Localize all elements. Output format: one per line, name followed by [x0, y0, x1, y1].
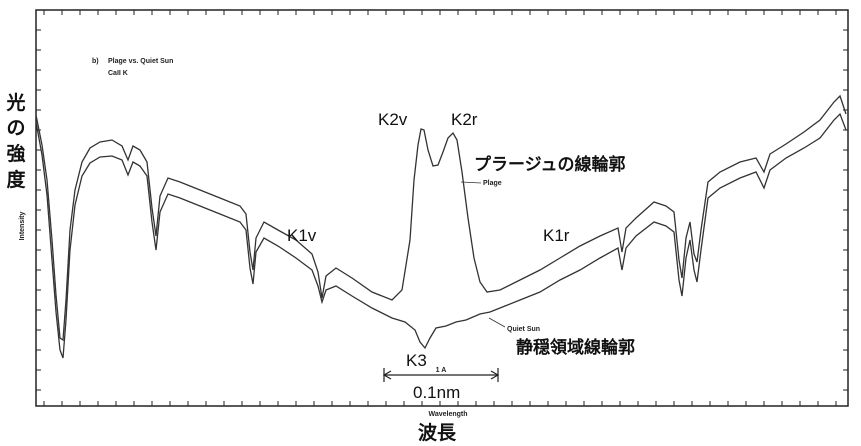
- panel-label: b): [92, 58, 99, 65]
- x-axis-label-jp: 波長: [418, 421, 457, 444]
- k2r-label: K2r: [451, 110, 478, 129]
- quiet-profile-label-jp: 静穏領域線輪郭: [516, 337, 635, 358]
- k3-label: K3: [406, 351, 427, 370]
- k1v-label: K1v: [287, 226, 317, 245]
- scale-bar: [382, 368, 500, 382]
- plot-frame: [35, 9, 849, 407]
- plage-leader: [460, 181, 482, 184]
- y-axis-label-jp-1: 光: [5, 91, 25, 114]
- k1r-label: K1r: [543, 226, 570, 245]
- plage-series-label: Plage: [483, 180, 502, 187]
- y-axis-label-jp-4: 度: [6, 168, 26, 191]
- axis-ticks: [36, 10, 848, 406]
- plage-series-line: [35, 94, 847, 342]
- y-axis-label: Intensity: [19, 212, 26, 241]
- y-axis-label-jp-2: の: [6, 117, 25, 139]
- scale-bar-label: 1 A: [436, 367, 447, 374]
- quiet-series-label: Quiet Sun: [507, 326, 540, 333]
- quiet-sun-series-line: [35, 112, 847, 359]
- chart-subtitle: CaII K: [108, 70, 128, 77]
- y-axis-label-jp-3: 強: [6, 143, 25, 165]
- chart-title: Plage vs. Quiet Sun: [108, 58, 173, 65]
- k2v-label: K2v: [378, 110, 408, 129]
- quiet-leader: [488, 317, 506, 328]
- scale-value-label: 0.1nm: [413, 383, 460, 402]
- plage-profile-label-jp: プラージュの線輪郭: [474, 154, 625, 175]
- x-axis-label: Wavelength: [428, 411, 467, 418]
